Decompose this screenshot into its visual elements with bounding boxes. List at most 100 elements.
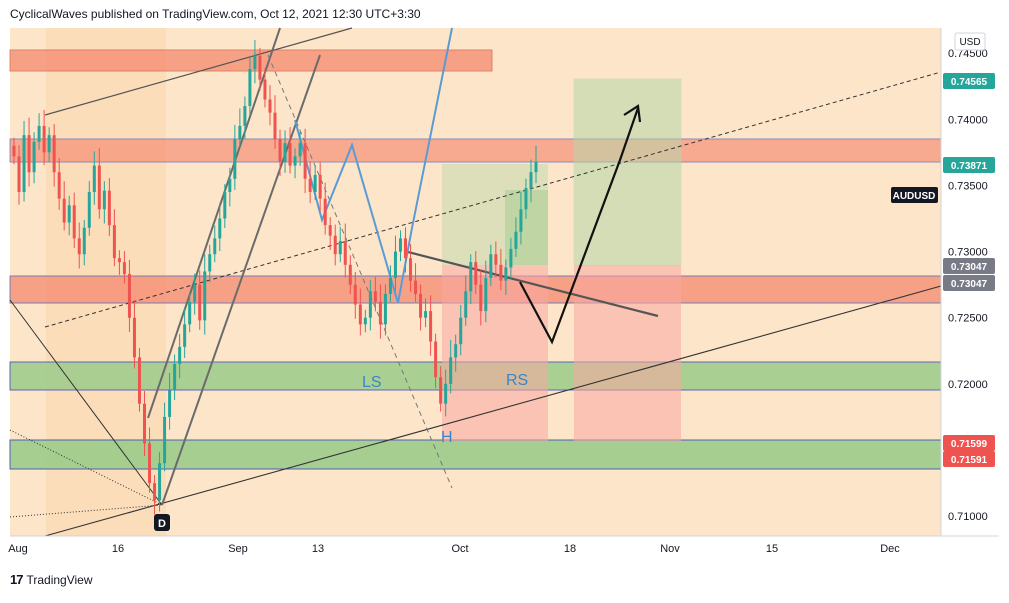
candle-body — [323, 198, 327, 226]
candle-body — [534, 161, 538, 173]
candle-body — [529, 172, 533, 189]
candle-body — [258, 55, 262, 80]
candle-body — [283, 143, 287, 162]
candle-body — [293, 156, 297, 166]
candle-body — [434, 341, 438, 378]
candle-body — [288, 143, 292, 166]
d-point-label: D — [158, 518, 166, 530]
candle-body — [489, 254, 493, 279]
candle-body — [52, 135, 56, 173]
candle-body — [328, 225, 332, 236]
candle-body — [303, 143, 307, 179]
tradingview-footer[interactable]: 17 TradingView — [10, 572, 93, 587]
candle-body — [112, 225, 116, 259]
candle-body — [469, 262, 473, 292]
time-tick-label: Oct — [451, 543, 468, 555]
candle-body — [278, 139, 282, 162]
candle-body — [122, 262, 126, 275]
candlestick-series — [12, 39, 538, 515]
candle-body — [218, 218, 222, 239]
candle-body — [82, 227, 86, 255]
candle-body — [193, 284, 197, 302]
forecast-path — [519, 107, 640, 345]
candle-body — [87, 192, 91, 228]
position-stop-1 — [442, 265, 548, 441]
candle-body — [213, 238, 217, 255]
price-tags: 0.74565 0.73871 0.73047 0.73047 0.71599 0.715… — [943, 73, 995, 467]
candle-body — [494, 254, 498, 265]
candle-body — [308, 178, 312, 193]
candle-body — [409, 258, 413, 281]
neckline — [407, 250, 659, 318]
time-tick-label: Sep — [228, 543, 248, 555]
candle-body — [504, 267, 508, 281]
candle-body — [343, 240, 347, 265]
d-point-badge — [154, 514, 170, 531]
candle-body — [188, 301, 192, 325]
candle-body — [298, 143, 302, 157]
candle-body — [163, 416, 167, 464]
candle-body — [107, 190, 111, 226]
time-tick-label: 13 — [312, 543, 324, 555]
candle-body — [32, 141, 36, 173]
price-tag-label: 0.71599 — [951, 439, 988, 450]
price-tag-label: 0.73871 — [951, 161, 988, 172]
candle-body — [353, 284, 357, 305]
price-tick-label: 0.73000 — [948, 247, 988, 259]
channel-line-1 — [44, 27, 353, 116]
candle-body — [72, 205, 76, 239]
candle-body — [449, 357, 453, 384]
candle-body — [22, 135, 26, 193]
candle-body — [479, 284, 483, 312]
time-tick-label: Aug — [8, 543, 28, 555]
forecast-arrowhead — [623, 104, 642, 123]
dashed-descending-line — [267, 54, 453, 489]
left-descending-line — [9, 299, 163, 506]
time-tick-label: 15 — [766, 543, 778, 555]
price-tick-label: 0.72500 — [948, 313, 988, 325]
position-stop-2 — [574, 265, 681, 441]
candle-body — [223, 192, 227, 219]
currency-label: USD — [959, 37, 980, 48]
price-tag-label: 0.73047 — [951, 279, 988, 290]
candle-body — [383, 293, 387, 325]
candle-body — [153, 483, 157, 501]
candle-body — [233, 139, 237, 179]
pitchfork-line-2 — [161, 54, 321, 506]
price-tick-label: 0.73500 — [948, 180, 988, 192]
candle-body — [368, 291, 372, 318]
candle-body — [429, 311, 433, 342]
candle-body — [459, 317, 463, 345]
currency-badge[interactable] — [954, 32, 986, 51]
price-tag-label: 0.71591 — [951, 455, 988, 466]
candle-body — [42, 125, 46, 153]
candle-body — [414, 280, 418, 294]
candle-body — [158, 463, 162, 501]
candle-body — [454, 344, 458, 358]
price-tag-box — [943, 258, 995, 274]
candle-body — [499, 264, 503, 281]
candle-body — [393, 251, 397, 279]
tradingview-logo-icon: 17 — [10, 572, 24, 587]
candle-body — [208, 254, 212, 272]
price-tick-label: 0.74000 — [948, 114, 988, 126]
candle-body — [318, 174, 322, 199]
candle-body — [203, 271, 207, 321]
candle-body — [148, 443, 152, 484]
candle-body — [238, 125, 242, 140]
candle-body — [102, 190, 106, 210]
candle-body — [363, 317, 367, 325]
candle-body — [484, 278, 488, 312]
price-tag-box — [943, 451, 995, 467]
candle-body — [117, 258, 121, 263]
candle-body — [37, 125, 41, 142]
candle-body — [97, 165, 101, 210]
candle-body — [474, 262, 478, 285]
candle-body — [183, 324, 187, 347]
price-tag-box — [943, 275, 995, 291]
candle-body — [228, 178, 232, 193]
candle-body — [514, 231, 518, 249]
price-tag-label: 0.74565 — [951, 77, 988, 88]
time-axis[interactable]: Aug 16 Sep 13 Oct 18 Nov 15 Dec — [8, 543, 900, 555]
